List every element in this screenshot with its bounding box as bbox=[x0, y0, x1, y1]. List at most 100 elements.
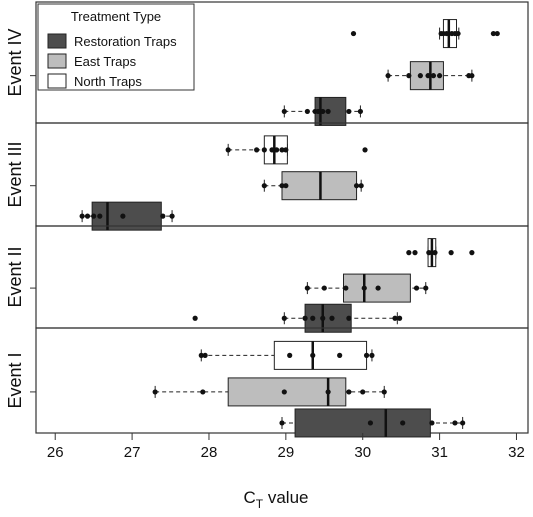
outlier-point bbox=[448, 250, 454, 256]
data-point bbox=[304, 285, 310, 291]
data-point bbox=[310, 315, 316, 321]
data-point bbox=[283, 147, 289, 153]
data-point bbox=[281, 315, 287, 321]
outlier-point bbox=[406, 250, 412, 256]
data-point bbox=[430, 73, 437, 79]
data-point bbox=[363, 352, 370, 358]
x-tick-label: 27 bbox=[124, 444, 141, 461]
outlier-point bbox=[192, 315, 198, 321]
data-point bbox=[302, 315, 308, 321]
data-point bbox=[281, 389, 287, 395]
x-tick-label: 29 bbox=[278, 444, 295, 461]
legend-label: North Traps bbox=[74, 74, 142, 89]
data-point bbox=[325, 108, 331, 115]
data-point bbox=[279, 183, 285, 189]
legend: Treatment Type Restoration Traps East Trap… bbox=[37, 3, 195, 91]
data-point bbox=[361, 285, 367, 291]
panel-frame bbox=[35, 225, 529, 329]
x-axis-title-subscript: T bbox=[256, 497, 264, 511]
data-point bbox=[200, 389, 206, 395]
data-point bbox=[337, 352, 343, 358]
data-point bbox=[329, 315, 335, 321]
data-point bbox=[406, 73, 412, 79]
outlier-point bbox=[490, 30, 497, 37]
panel-frame bbox=[35, 327, 529, 434]
data-point bbox=[287, 352, 293, 358]
data-point bbox=[469, 73, 475, 79]
x-axis-title-main: C bbox=[244, 488, 256, 507]
data-point bbox=[310, 352, 316, 358]
box bbox=[294, 408, 431, 438]
data-point bbox=[417, 73, 423, 79]
data-point bbox=[261, 147, 267, 153]
data-point bbox=[97, 213, 103, 219]
data-point bbox=[79, 213, 85, 219]
data-point bbox=[84, 213, 91, 219]
data-point bbox=[397, 315, 403, 321]
data-point bbox=[325, 389, 331, 395]
data-point bbox=[321, 285, 327, 291]
legend-title: Treatment Type bbox=[71, 9, 161, 24]
panel-event-i: Event I bbox=[5, 327, 529, 438]
data-point bbox=[385, 73, 391, 79]
data-point bbox=[358, 183, 364, 189]
data-point bbox=[353, 183, 360, 189]
data-point bbox=[432, 250, 438, 256]
panels-layer: Event IV Event III Event II Event I bbox=[5, 1, 529, 438]
data-point bbox=[425, 73, 431, 79]
panel-label: Event I bbox=[5, 352, 25, 408]
outlier-point bbox=[362, 147, 368, 153]
box-north-traps bbox=[350, 19, 500, 49]
panel-label: Event III bbox=[5, 141, 25, 207]
data-point bbox=[279, 420, 285, 426]
panel-event-iii: Event III bbox=[5, 122, 529, 231]
outlier-point bbox=[412, 250, 418, 256]
data-point bbox=[198, 352, 204, 358]
data-point bbox=[400, 420, 406, 426]
data-point bbox=[254, 147, 260, 153]
data-point bbox=[281, 108, 287, 115]
data-point bbox=[279, 147, 285, 153]
box-east-traps bbox=[152, 377, 387, 407]
data-point bbox=[225, 147, 231, 153]
data-point bbox=[152, 389, 158, 395]
box-north-traps bbox=[225, 135, 368, 165]
data-point bbox=[346, 389, 352, 395]
data-point bbox=[202, 352, 208, 358]
box-restoration-traps bbox=[279, 408, 466, 438]
data-point bbox=[169, 213, 175, 219]
x-tick-label: 26 bbox=[47, 444, 64, 461]
outlier-point bbox=[350, 30, 357, 37]
box-east-traps bbox=[304, 273, 429, 303]
legend-swatch bbox=[47, 33, 67, 49]
legend-swatch bbox=[47, 53, 67, 69]
panel-label: Event IV bbox=[5, 28, 25, 96]
panel-event-ii: Event II bbox=[5, 225, 529, 333]
legend-label: East Traps bbox=[74, 54, 137, 69]
x-axis: 26 27 28 29 30 31 32 bbox=[47, 433, 525, 461]
box-east-traps bbox=[261, 171, 364, 201]
outlier-point bbox=[494, 30, 500, 37]
data-point bbox=[315, 108, 321, 115]
data-point bbox=[375, 285, 381, 291]
data-point bbox=[261, 183, 267, 189]
data-point bbox=[346, 315, 352, 321]
data-point bbox=[413, 285, 420, 291]
x-tick-label: 32 bbox=[508, 444, 525, 461]
legend-label: Restoration Traps bbox=[74, 34, 177, 49]
data-point bbox=[357, 108, 364, 115]
data-point bbox=[160, 213, 166, 219]
data-point bbox=[381, 389, 387, 395]
box-east-traps bbox=[385, 61, 475, 91]
x-tick-label: 28 bbox=[201, 444, 218, 461]
data-point bbox=[423, 285, 429, 291]
data-point bbox=[360, 389, 366, 395]
data-point bbox=[460, 420, 466, 426]
x-tick-label: 31 bbox=[431, 444, 448, 461]
box-north-traps bbox=[198, 340, 375, 370]
x-axis-title-rest: value bbox=[263, 488, 308, 507]
box-restoration-traps bbox=[281, 96, 364, 126]
data-point bbox=[269, 147, 275, 153]
data-point bbox=[369, 352, 375, 358]
